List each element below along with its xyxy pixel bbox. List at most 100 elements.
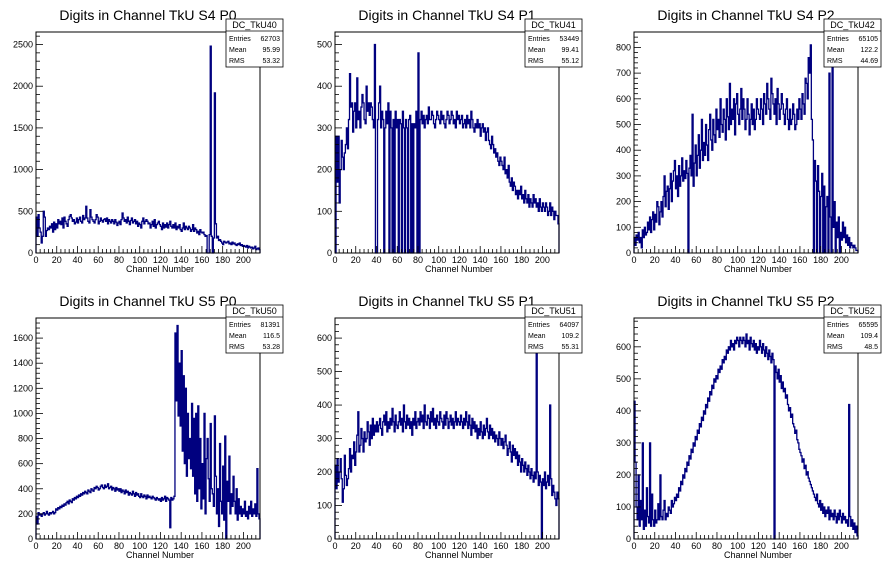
stats-value: 53.28 [262,344,280,351]
x-tick-label: 20 [52,541,62,551]
y-tick-label: 0 [626,534,631,544]
x-tick-label: 20 [351,255,361,265]
y-tick-label: 600 [18,459,33,469]
x-tick-label: 100 [132,255,147,265]
stats-value: 109.4 [860,333,878,340]
x-tick-label: 40 [72,541,82,551]
x-tick-label: 60 [691,541,701,551]
stats-label: Mean [229,333,247,340]
x-tick-label: 180 [514,541,529,551]
x-tick-label: 140 [772,255,787,265]
x-tick-label: 0 [33,541,38,551]
x-tick-label: 60 [691,255,701,265]
y-tick-label: 200 [317,467,332,477]
x-tick-label: 20 [52,255,62,265]
x-tick-label: 160 [194,541,209,551]
y-tick-label: 200 [616,470,631,480]
stats-value: 55.12 [561,58,579,65]
stats-name: DC_TkU41 [531,20,576,30]
y-tick-label: 1000 [13,408,33,418]
y-tick-label: 400 [18,484,33,494]
y-tick-label: 100 [616,222,631,232]
x-axis-label: Channel Number [126,264,194,274]
x-tick-label: 180 [514,255,529,265]
stats-value: 99.41 [561,47,579,54]
stats-label: RMS [528,344,544,351]
y-tick-label: 500 [317,40,332,50]
x-tick-label: 40 [371,541,381,551]
y-tick-label: 500 [616,120,631,130]
x-tick-label: 120 [751,541,766,551]
y-tick-label: 0 [28,534,33,544]
stats-label: RMS [827,344,843,351]
x-axis-label: Channel Number [724,264,792,274]
x-tick-label: 40 [371,255,381,265]
histogram-line [335,43,560,254]
stats-value: 81391 [261,322,281,329]
x-tick-label: 0 [631,255,636,265]
x-tick-label: 200 [834,255,849,265]
x-tick-label: 80 [712,255,722,265]
y-tick-label: 400 [317,400,332,410]
x-tick-label: 200 [535,255,550,265]
x-tick-label: 200 [834,541,849,551]
y-tick-label: 600 [616,94,631,104]
x-tick-label: 20 [351,541,361,551]
x-tick-label: 180 [215,255,230,265]
x-tick-label: 120 [153,255,168,265]
x-tick-label: 120 [751,255,766,265]
y-tick-label: 600 [317,333,332,343]
stats-value: 64097 [560,322,580,329]
x-tick-label: 100 [730,541,745,551]
x-tick-label: 40 [670,255,680,265]
chart-title: Digits in Channel TkU S5 P0 [59,293,236,309]
y-tick-label: 300 [317,434,332,444]
histogram-line [35,324,261,540]
x-tick-label: 160 [792,255,807,265]
x-tick-label: 0 [332,541,337,551]
stats-box: DC_TkU41 Entries 53449 Mean 99.41 RMS 55.12 [524,18,583,68]
stats-label: RMS [229,58,245,65]
x-axis-label: Channel Number [425,264,493,274]
y-tick-label: 1600 [13,333,33,343]
x-tick-label: 80 [114,541,124,551]
x-tick-label: 0 [33,255,38,265]
chart-title: Digits in Channel TkU S4 P2 [657,7,834,23]
histogram-line [334,340,560,540]
stats-value: 116.5 [263,333,280,340]
x-tick-label: 20 [650,541,660,551]
y-tick-label: 300 [317,123,332,133]
y-tick-label: 400 [317,81,332,91]
x-tick-label: 100 [132,541,147,551]
chart-title: Digits in Channel TkU S4 P1 [358,7,535,23]
stats-name: DC_TkU50 [232,306,277,316]
x-tick-label: 100 [431,541,446,551]
x-tick-label: 200 [236,541,251,551]
x-tick-label: 140 [174,255,189,265]
x-tick-label: 60 [392,255,402,265]
stats-value: 65595 [859,322,879,329]
x-axis-label: Channel Number [425,550,493,560]
stats-label: Entries [827,36,849,43]
x-tick-label: 40 [670,541,680,551]
x-tick-label: 140 [772,541,787,551]
y-tick-label: 800 [616,42,631,52]
stats-name: DC_TkU52 [830,306,875,316]
y-tick-label: 0 [626,248,631,258]
stats-value: 48.5 [864,344,878,351]
y-tick-label: 400 [616,145,631,155]
x-axis-label: Channel Number [724,550,792,560]
stats-label: Entries [528,36,550,43]
stats-label: RMS [229,344,245,351]
x-tick-label: 0 [332,255,337,265]
x-tick-label: 180 [813,541,828,551]
histogram-line [35,45,261,254]
stats-label: Entries [229,36,251,43]
histogram-panel-1: Digits in Channel TkU S4 P0 0 20 40 60 80 100 1… [13,7,284,274]
y-tick-label: 0 [327,248,332,258]
x-tick-label: 40 [72,255,82,265]
histogram-line [633,333,859,540]
y-tick-label: 800 [18,434,33,444]
chart-title: Digits in Channel TkU S5 P1 [358,293,535,309]
